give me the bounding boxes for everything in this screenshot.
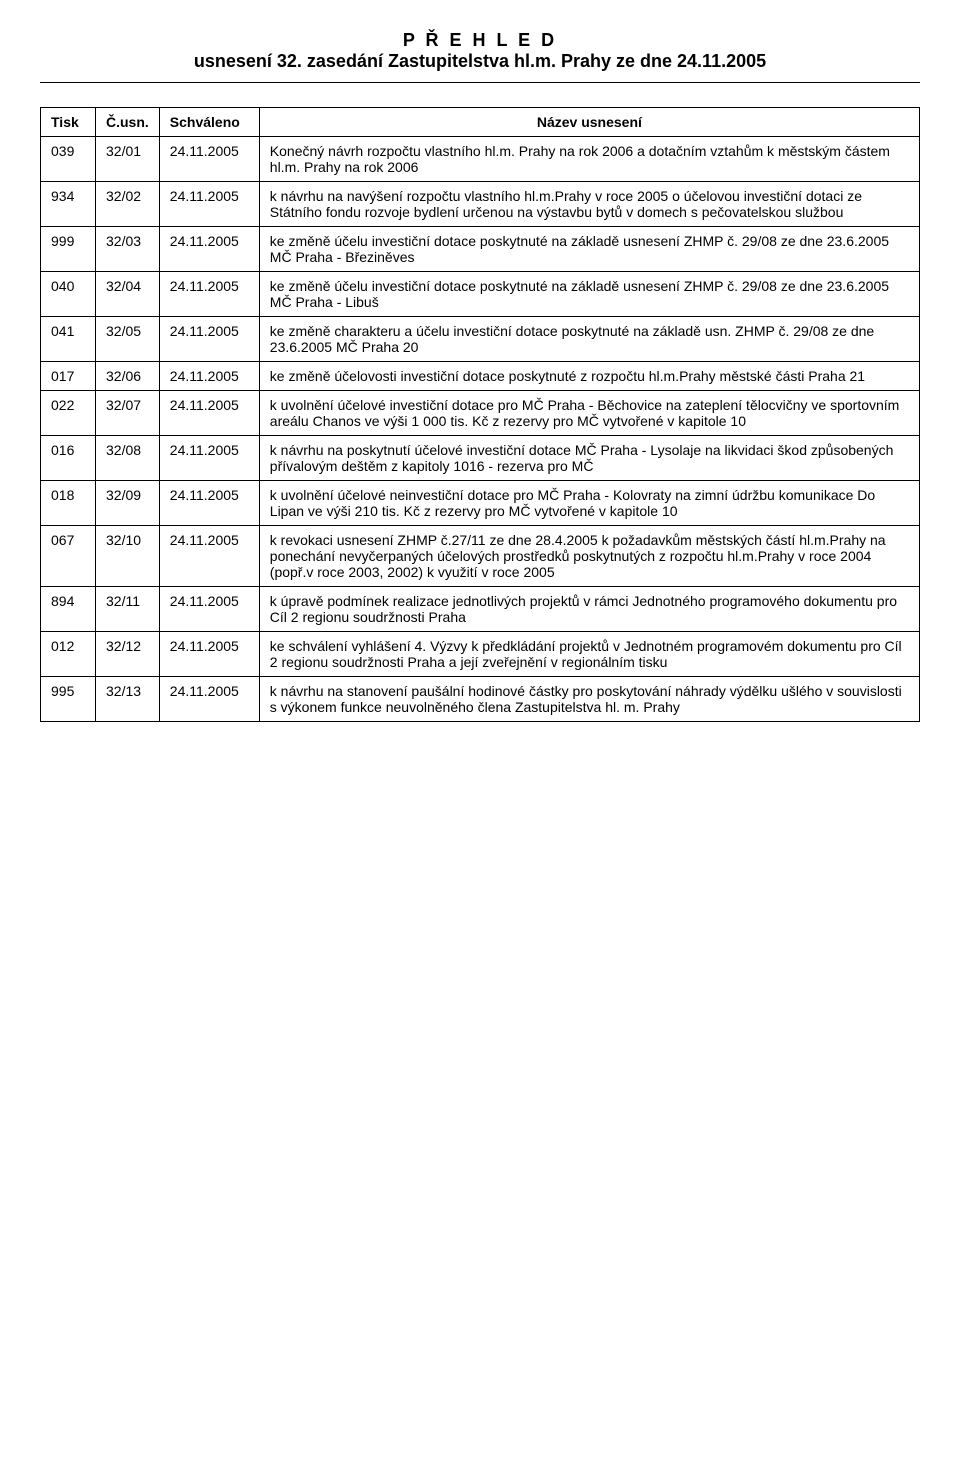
- table-row: 01632/0824.11.2005k návrhu na poskytnutí…: [41, 436, 920, 481]
- cell-tisk: 999: [41, 227, 96, 272]
- page-title-line2: usnesení 32. zasedání Zastupitelstva hl.…: [40, 51, 920, 72]
- col-header-cusn: Č.usn.: [96, 108, 160, 137]
- table-header-row: Tisk Č.usn. Schváleno Název usnesení: [41, 108, 920, 137]
- cell-name: k návrhu na stanovení paušální hodinové …: [259, 677, 919, 722]
- table-row: 01732/0624.11.2005ke změně účelovosti in…: [41, 362, 920, 391]
- cell-name: k návrhu na navýšení rozpočtu vlastního …: [259, 182, 919, 227]
- cell-name: k revokaci usnesení ZHMP č.27/11 ze dne …: [259, 526, 919, 587]
- cell-cusn: 32/07: [96, 391, 160, 436]
- cell-cusn: 32/12: [96, 632, 160, 677]
- cell-date: 24.11.2005: [159, 587, 259, 632]
- table-row: 04032/0424.11.2005ke změně účelu investi…: [41, 272, 920, 317]
- cell-name: ke schválení vyhlášení 4. Výzvy k předkl…: [259, 632, 919, 677]
- cell-tisk: 022: [41, 391, 96, 436]
- cell-cusn: 32/03: [96, 227, 160, 272]
- col-header-name: Název usnesení: [259, 108, 919, 137]
- cell-tisk: 018: [41, 481, 96, 526]
- table-row: 01832/0924.11.2005k uvolnění účelové nei…: [41, 481, 920, 526]
- cell-tisk: 039: [41, 137, 96, 182]
- table-row: 01232/1224.11.2005ke schválení vyhlášení…: [41, 632, 920, 677]
- cell-date: 24.11.2005: [159, 227, 259, 272]
- col-header-tisk: Tisk: [41, 108, 96, 137]
- table-row: 99532/1324.11.2005k návrhu na stanovení …: [41, 677, 920, 722]
- cell-tisk: 040: [41, 272, 96, 317]
- cell-date: 24.11.2005: [159, 182, 259, 227]
- table-row: 02232/0724.11.2005k uvolnění účelové inv…: [41, 391, 920, 436]
- cell-date: 24.11.2005: [159, 362, 259, 391]
- cell-cusn: 32/06: [96, 362, 160, 391]
- cell-tisk: 995: [41, 677, 96, 722]
- cell-cusn: 32/01: [96, 137, 160, 182]
- page-title-line1: P Ř E H L E D: [40, 30, 920, 51]
- cell-cusn: 32/04: [96, 272, 160, 317]
- cell-tisk: 894: [41, 587, 96, 632]
- cell-tisk: 041: [41, 317, 96, 362]
- cell-tisk: 016: [41, 436, 96, 481]
- cell-name: Konečný návrh rozpočtu vlastního hl.m. P…: [259, 137, 919, 182]
- cell-tisk: 067: [41, 526, 96, 587]
- table-row: 04132/0524.11.2005ke změně charakteru a …: [41, 317, 920, 362]
- cell-tisk: 017: [41, 362, 96, 391]
- cell-date: 24.11.2005: [159, 526, 259, 587]
- cell-cusn: 32/11: [96, 587, 160, 632]
- table-row: 99932/0324.11.2005ke změně účelu investi…: [41, 227, 920, 272]
- cell-name: ke změně účelu investiční dotace poskytn…: [259, 227, 919, 272]
- cell-date: 24.11.2005: [159, 272, 259, 317]
- cell-name: ke změně charakteru a účelu investiční d…: [259, 317, 919, 362]
- cell-name: ke změně účelovosti investiční dotace po…: [259, 362, 919, 391]
- cell-date: 24.11.2005: [159, 632, 259, 677]
- cell-cusn: 32/13: [96, 677, 160, 722]
- cell-cusn: 32/02: [96, 182, 160, 227]
- cell-cusn: 32/05: [96, 317, 160, 362]
- cell-cusn: 32/10: [96, 526, 160, 587]
- cell-tisk: 934: [41, 182, 96, 227]
- cell-name: k uvolnění účelové neinvestiční dotace p…: [259, 481, 919, 526]
- cell-cusn: 32/09: [96, 481, 160, 526]
- col-header-date: Schváleno: [159, 108, 259, 137]
- cell-name: k úpravě podmínek realizace jednotlivých…: [259, 587, 919, 632]
- cell-name: k uvolnění účelové investiční dotace pro…: [259, 391, 919, 436]
- table-row: 06732/1024.11.2005k revokaci usnesení ZH…: [41, 526, 920, 587]
- table-row: 89432/1124.11.2005k úpravě podmínek real…: [41, 587, 920, 632]
- divider: [40, 82, 920, 83]
- cell-date: 24.11.2005: [159, 677, 259, 722]
- cell-date: 24.11.2005: [159, 436, 259, 481]
- cell-name: k návrhu na poskytnutí účelové investičn…: [259, 436, 919, 481]
- cell-cusn: 32/08: [96, 436, 160, 481]
- table-row: 93432/0224.11.2005k návrhu na navýšení r…: [41, 182, 920, 227]
- cell-date: 24.11.2005: [159, 317, 259, 362]
- resolutions-table: Tisk Č.usn. Schváleno Název usnesení 039…: [40, 107, 920, 722]
- cell-date: 24.11.2005: [159, 391, 259, 436]
- cell-tisk: 012: [41, 632, 96, 677]
- table-body: 03932/0124.11.2005Konečný návrh rozpočtu…: [41, 137, 920, 722]
- page-header: P Ř E H L E D usnesení 32. zasedání Zast…: [40, 30, 920, 72]
- cell-date: 24.11.2005: [159, 481, 259, 526]
- cell-name: ke změně účelu investiční dotace poskytn…: [259, 272, 919, 317]
- cell-date: 24.11.2005: [159, 137, 259, 182]
- table-row: 03932/0124.11.2005Konečný návrh rozpočtu…: [41, 137, 920, 182]
